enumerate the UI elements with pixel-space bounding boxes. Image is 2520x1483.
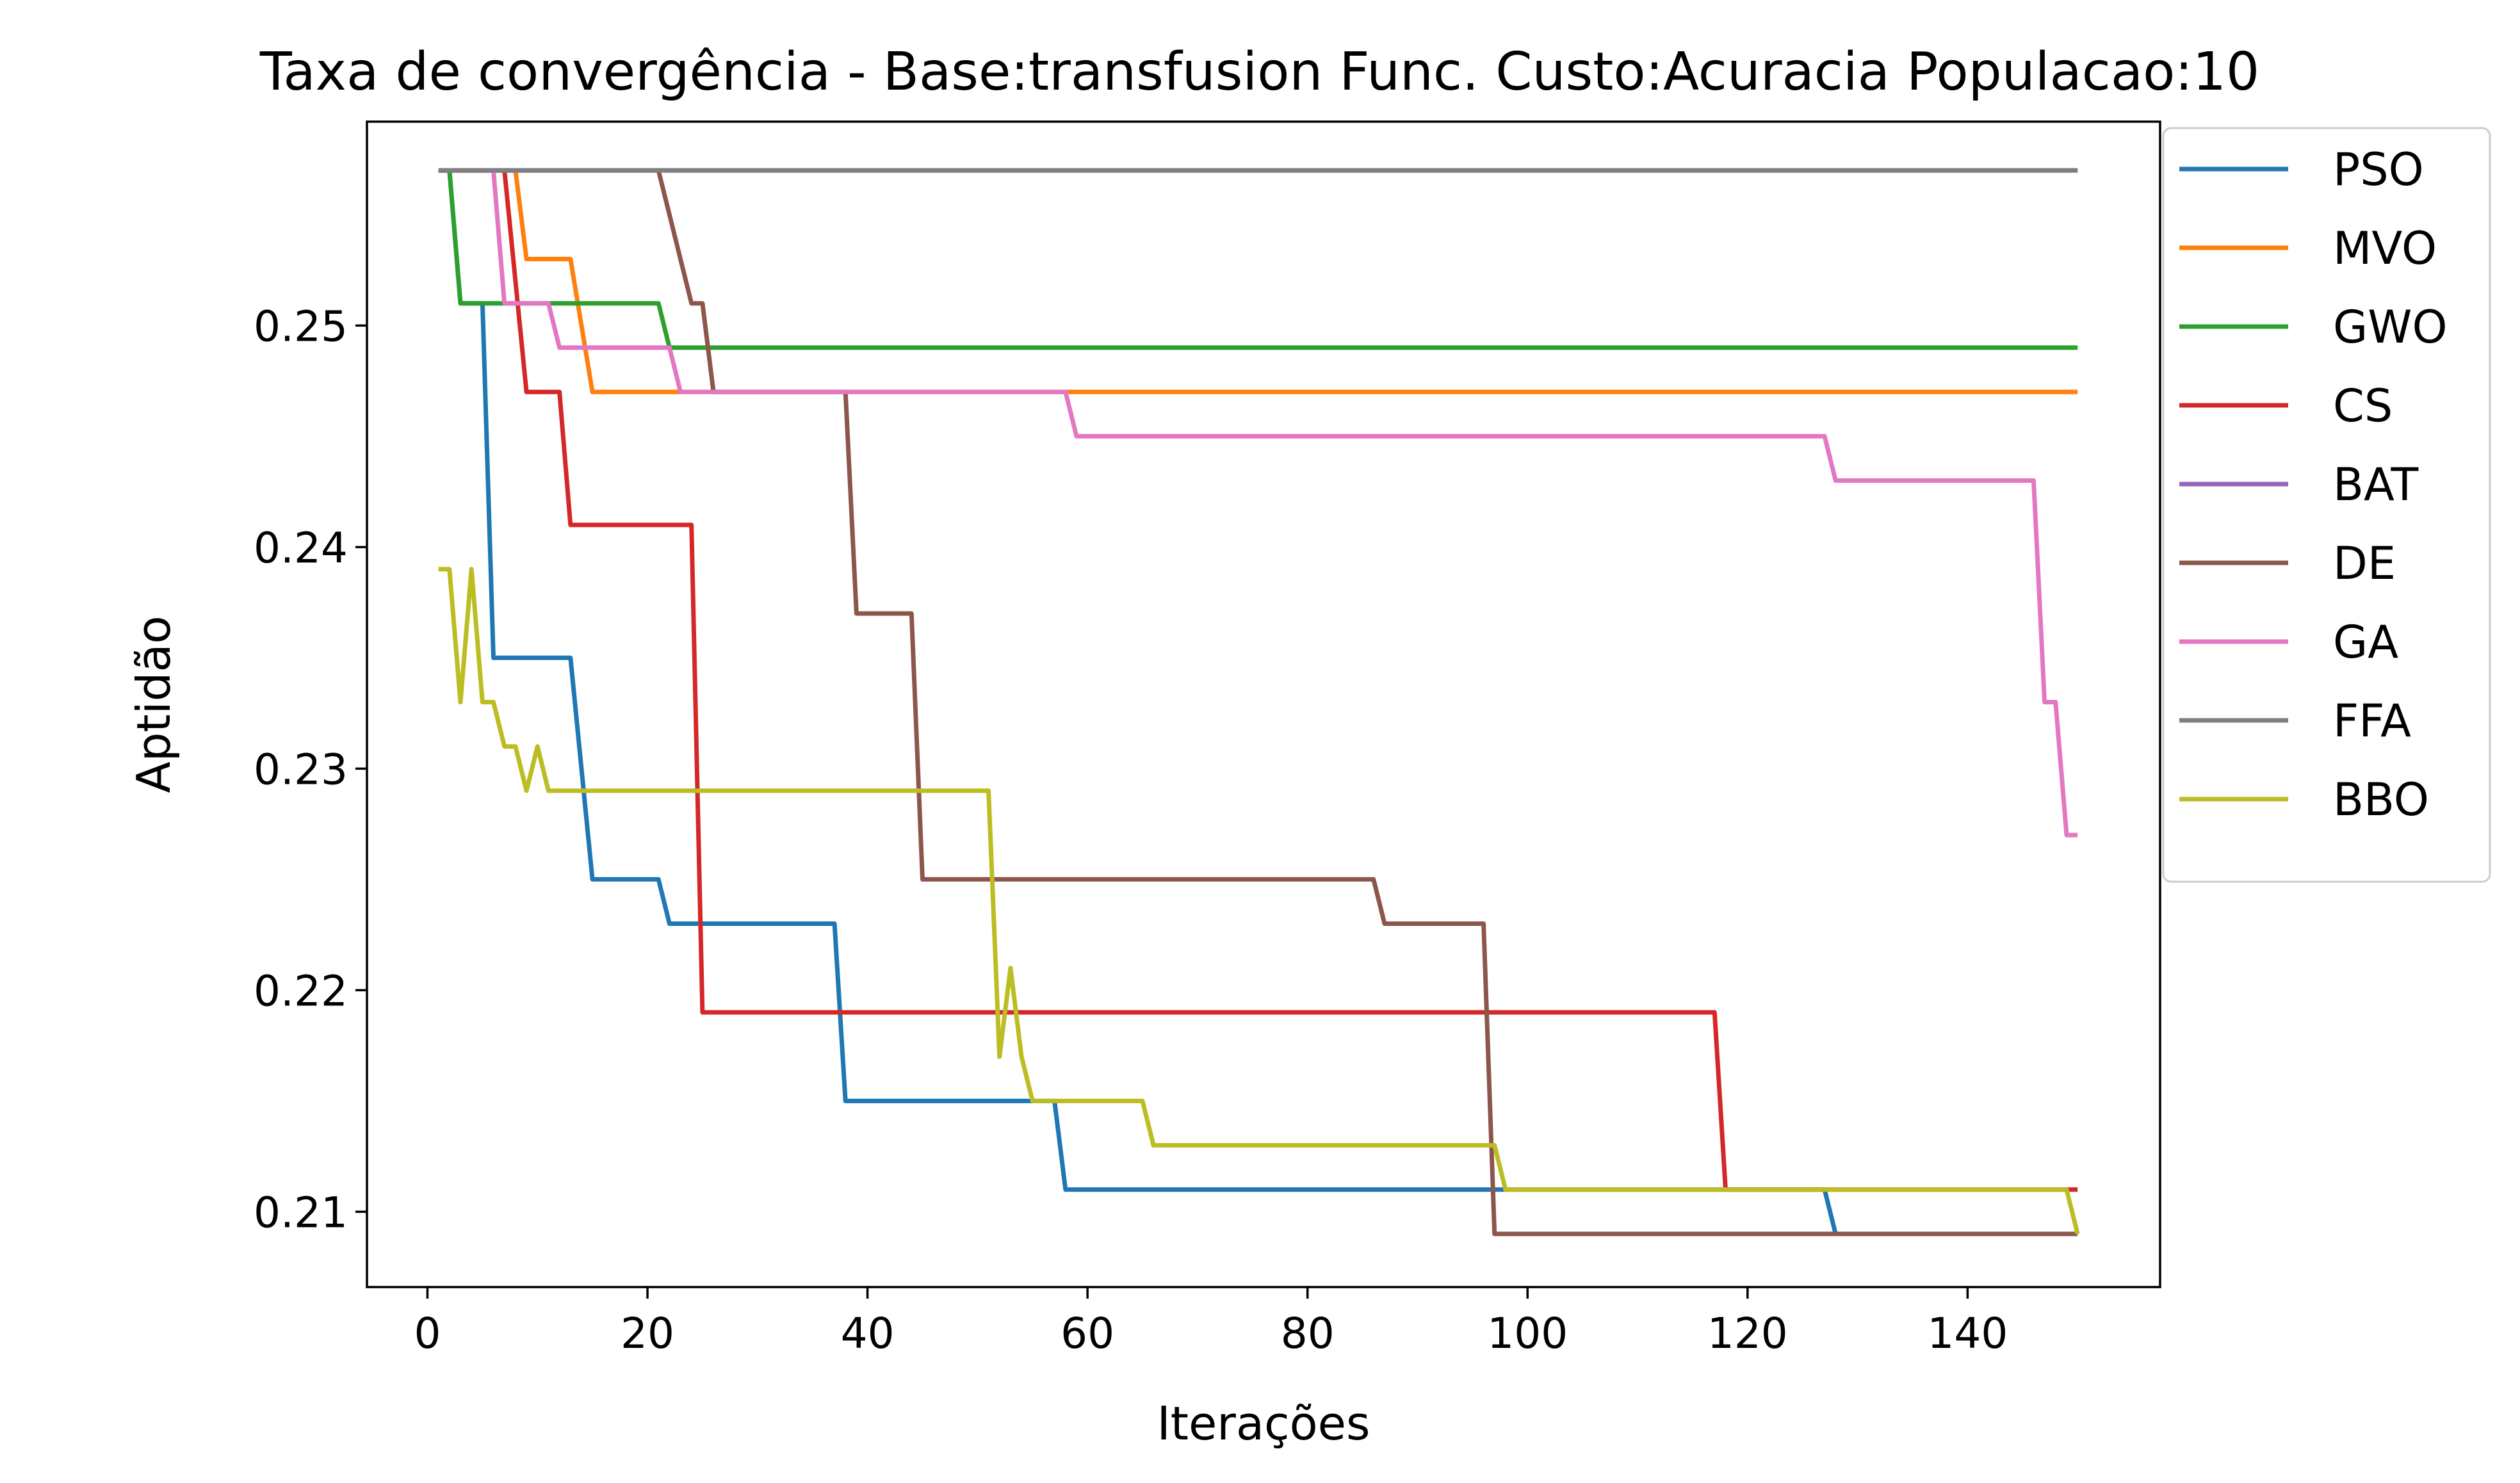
- plot-frame: [366, 120, 2161, 1288]
- legend-label-ffa: FFA: [2333, 695, 2411, 747]
- legend-label-pso: PSO: [2333, 143, 2424, 196]
- x-axis-label: Iterações: [1157, 1397, 1370, 1450]
- legend-label-bbo: BBO: [2333, 774, 2429, 826]
- legend-label-de: DE: [2333, 537, 2396, 590]
- y-tick-label: 0.24: [254, 523, 348, 572]
- y-axis-label: Aptidão: [127, 615, 181, 793]
- x-tick-label: 60: [1061, 1309, 1114, 1358]
- legend-items: PSO MVO GWO CS BAT DE GA FFA BBO: [2179, 143, 2448, 826]
- x-tick-label: 40: [841, 1309, 895, 1358]
- series-line-cs: [438, 168, 2078, 1192]
- series-line-ga: [438, 168, 2078, 838]
- series-line-de: [438, 168, 2078, 1236]
- legend-frame: [2162, 127, 2491, 883]
- plot-area: [366, 120, 2161, 1288]
- plot-background: [367, 122, 2160, 1287]
- y-axis: 0.21 0.22 0.23 0.24 0.25: [254, 302, 367, 1237]
- legend-label-ga: GA: [2333, 616, 2398, 669]
- series-line-bbo: [438, 567, 2080, 1235]
- series-layer: [438, 168, 2080, 1236]
- legend-label-gwo: GWO: [2333, 301, 2448, 353]
- x-axis: 0 20 40 60 80 100 120 140: [414, 1287, 2008, 1358]
- y-tick-label: 0.22: [254, 966, 348, 1016]
- x-tick-label: 80: [1281, 1309, 1335, 1358]
- y-tick-label: 0.21: [254, 1188, 348, 1237]
- chart-title: Taxa de convergência - Base:transfusion …: [259, 42, 2259, 102]
- x-tick-label: 120: [1707, 1309, 1788, 1358]
- legend: PSO MVO GWO CS BAT DE GA FFA BBO: [2162, 127, 2491, 883]
- legend-label-mvo: MVO: [2333, 222, 2437, 275]
- legend-label-cs: CS: [2333, 380, 2393, 432]
- legend-label-bat: BAT: [2333, 458, 2418, 511]
- x-tick-label: 20: [621, 1309, 674, 1358]
- x-tick-label: 140: [1927, 1309, 2008, 1358]
- y-tick-label: 0.25: [254, 302, 348, 351]
- x-tick-label: 100: [1487, 1309, 1568, 1358]
- x-tick-label: 0: [414, 1309, 441, 1358]
- y-tick-label: 0.23: [254, 745, 348, 794]
